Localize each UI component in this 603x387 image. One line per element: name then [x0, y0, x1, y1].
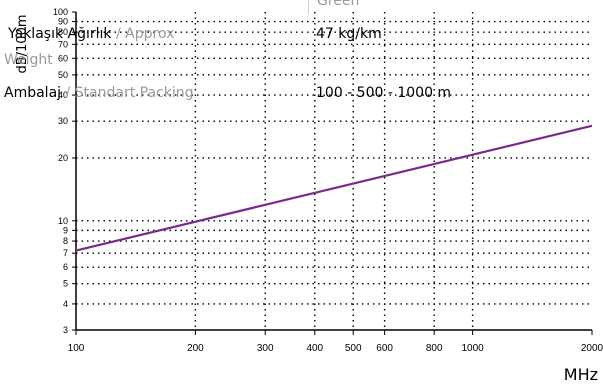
y-axis-label: dB/100m: [15, 14, 30, 73]
y-tick-label-20: 20: [58, 153, 68, 163]
packing-value: 100 - 500 - 1000 m: [316, 85, 451, 101]
axes: [75, 12, 592, 331]
y-tick-label-5: 5: [63, 279, 68, 289]
packing-label: Ambalaj: [4, 85, 62, 101]
y-tick-label-60: 60: [58, 53, 68, 63]
x-tick-label-400: 400: [306, 343, 323, 354]
weight-row: Yaklaşık Ağırlık / Approx: [8, 26, 174, 42]
packing-label-en: / Standart Packing: [65, 85, 194, 101]
weight-label: Yaklaşık Ağırlık: [8, 26, 112, 42]
y-tick-label-9: 9: [63, 225, 68, 235]
weight-label-en: / Approx: [115, 26, 175, 42]
y-tick-label-50: 50: [58, 70, 68, 80]
x-tick-label-100: 100: [68, 343, 85, 354]
x-tick-label-200: 200: [187, 343, 204, 354]
x-tick-label-2000: 2000: [581, 343, 603, 354]
series: [75, 124, 593, 252]
y-tick-label-3: 3: [63, 325, 68, 335]
grid: [76, 12, 592, 330]
y-tick-label-10: 10: [58, 216, 68, 226]
x-tick-label-1000: 1000: [461, 343, 484, 354]
y-tick-label-30: 30: [58, 116, 68, 126]
x-tick-label-500: 500: [345, 343, 362, 354]
weight-value: 47 kg/km: [316, 26, 382, 42]
attenuation-line: [75, 124, 593, 252]
y-tick-label-8: 8: [63, 236, 68, 246]
x-tick-label-800: 800: [426, 343, 443, 354]
tab-fragment: Green: [308, 0, 379, 14]
tab-fragment-label: Green: [317, 0, 360, 9]
x-axis-label: MHz: [564, 365, 598, 384]
weight-value-text: 47 kg/km: [316, 26, 382, 42]
y-tick-label-70: 70: [58, 39, 68, 49]
y-tick-label-7: 7: [63, 248, 68, 258]
weight-row-wrap: Weight: [4, 52, 53, 68]
y-tick-label-100: 100: [53, 7, 68, 17]
y-tick-label-90: 90: [58, 17, 68, 27]
x-tick-label-300: 300: [257, 343, 274, 354]
x-tick-label-600: 600: [376, 343, 393, 354]
weight-label-en-wrap: Weight: [4, 52, 53, 68]
y-tick-label-40: 40: [58, 90, 68, 100]
packing-row: Ambalaj / Standart Packing: [4, 85, 194, 101]
y-tick-label-6: 6: [63, 262, 68, 272]
packing-value-text: 100 - 500 - 1000 m: [316, 85, 452, 101]
y-tick-label-4: 4: [63, 299, 68, 309]
y-tick-label-80: 80: [58, 27, 68, 37]
